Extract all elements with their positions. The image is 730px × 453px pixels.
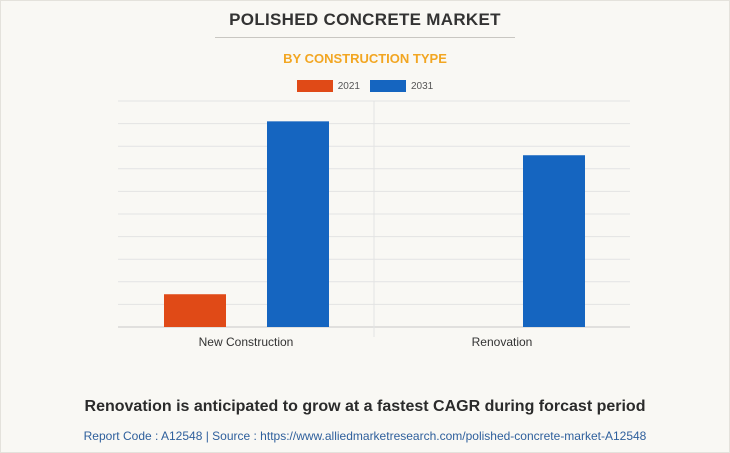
footer-source[interactable]: Report Code : A12548 | Source : https://… xyxy=(83,429,647,443)
legend-item-2031[interactable]: 2031 xyxy=(370,80,433,92)
title-divider xyxy=(215,37,515,38)
chart-legend: 2021 2031 xyxy=(0,80,730,92)
chart-subtitle: BY CONSTRUCTION TYPE xyxy=(283,51,447,66)
bar-2031-0 xyxy=(267,121,329,327)
legend-swatch-2021 xyxy=(296,80,333,92)
chart-title: POLISHED CONCRETE MARKET xyxy=(229,10,501,29)
x-tick-label: New Construction xyxy=(199,335,294,349)
legend-swatch-2031 xyxy=(370,80,406,92)
legend-item-2021[interactable]: 2021 xyxy=(296,80,360,92)
x-tick-label: Renovation xyxy=(472,335,533,349)
legend-label-2031: 2031 xyxy=(411,80,434,92)
bar-2031-1 xyxy=(523,155,585,327)
bar-chart: New Construction Renovation xyxy=(118,100,630,349)
legend-label-2021: 2021 xyxy=(337,80,360,92)
bar-2021-0 xyxy=(164,294,226,327)
footer-note: Renovation is anticipated to grow at a f… xyxy=(84,398,646,415)
